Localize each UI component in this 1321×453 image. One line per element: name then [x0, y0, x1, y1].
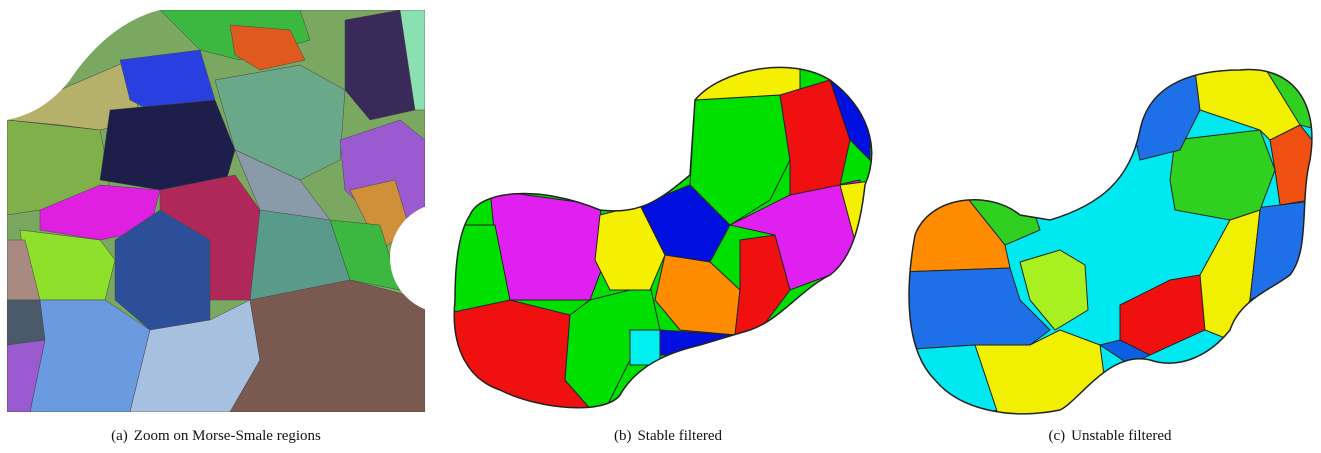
caption-b: (b) Stable filtered [614, 428, 722, 445]
panel-a-image [7, 10, 500, 412]
caption-label: (b) [614, 428, 632, 444]
caption-c: (c) Unstable filtered [1048, 428, 1171, 445]
caption-text: Stable filtered [637, 428, 722, 444]
figure-page: (a) Zoom on Morse-Smale regions (b) Stable… [0, 0, 1321, 453]
caption-label: (a) [111, 428, 128, 444]
figure-images [0, 0, 1321, 420]
panel-b-image [440, 50, 880, 420]
caption-text: Unstable filtered [1071, 428, 1171, 444]
caption-label: (c) [1048, 428, 1065, 444]
caption-a: (a) Zoom on Morse-Smale regions [111, 428, 321, 445]
caption-text: Zoom on Morse-Smale regions [134, 428, 321, 444]
panel-c-image [900, 60, 1320, 420]
